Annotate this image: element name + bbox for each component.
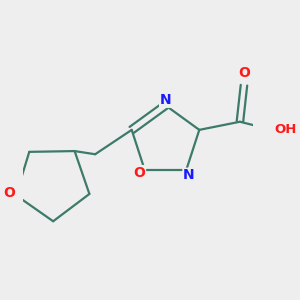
Text: N: N	[160, 93, 171, 107]
Text: O: O	[238, 66, 250, 80]
Text: O: O	[134, 166, 146, 180]
Text: N: N	[183, 168, 195, 182]
Text: OH: OH	[274, 123, 297, 136]
Text: O: O	[3, 186, 15, 200]
